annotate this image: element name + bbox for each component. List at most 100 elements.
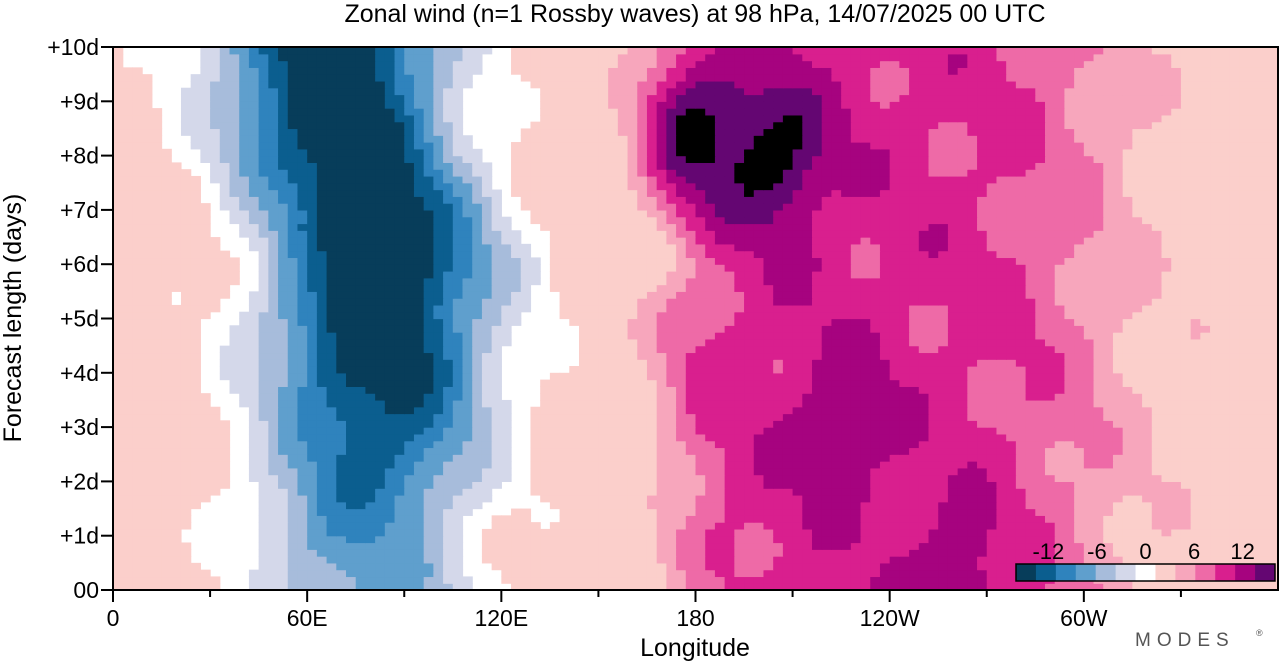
field-cell xyxy=(627,535,638,544)
field-cell xyxy=(860,399,871,408)
field-cell xyxy=(1035,304,1046,313)
field-cell xyxy=(1045,359,1056,367)
field-cell xyxy=(947,291,959,299)
field-cell xyxy=(1210,481,1221,489)
field-cell xyxy=(714,461,726,469)
field-cell xyxy=(142,372,153,381)
field-cell xyxy=(685,494,697,503)
field-cell xyxy=(511,535,522,544)
field-cell xyxy=(530,556,541,564)
field-cell xyxy=(724,474,735,482)
field-cell xyxy=(384,515,396,523)
field-cell xyxy=(714,508,726,516)
field-cell xyxy=(384,440,396,449)
field-cell xyxy=(219,447,231,455)
field-cell xyxy=(1200,311,1211,320)
field-cell xyxy=(1258,454,1269,462)
field-cell xyxy=(1035,461,1046,469)
field-cell xyxy=(918,535,930,544)
field-cell xyxy=(132,562,143,571)
field-cell xyxy=(977,501,988,510)
field-cell xyxy=(180,338,192,347)
field-cell xyxy=(1132,332,1143,340)
field-cell xyxy=(1025,304,1036,313)
field-cell xyxy=(646,345,658,354)
field-cell xyxy=(850,420,862,428)
field-cell xyxy=(151,318,163,326)
field-cell xyxy=(947,379,959,387)
field-cell xyxy=(1112,583,1124,590)
field-cell xyxy=(190,488,201,496)
field-cell xyxy=(151,359,163,367)
field-cell xyxy=(1093,399,1104,408)
field-cell xyxy=(792,583,803,590)
field-cell xyxy=(850,386,862,394)
field-cell xyxy=(200,298,211,306)
field-cell xyxy=(180,291,192,299)
field-cell xyxy=(1015,399,1027,408)
field-cell xyxy=(355,311,367,320)
field-cell xyxy=(142,379,153,387)
field-cell xyxy=(113,576,124,584)
field-cell xyxy=(287,427,299,435)
field-cell xyxy=(1151,515,1163,523)
field-cell xyxy=(142,488,153,496)
field-cell xyxy=(501,406,512,415)
field-cell xyxy=(938,467,949,476)
field-cell xyxy=(433,284,444,292)
field-cell xyxy=(142,535,153,544)
field-cell xyxy=(666,494,677,503)
field-cell xyxy=(1190,583,1201,590)
field-cell xyxy=(278,583,289,590)
field-cell xyxy=(1132,352,1143,360)
field-cell xyxy=(1025,406,1036,415)
field-cell xyxy=(695,359,706,367)
field-cell xyxy=(608,576,619,584)
field-cell xyxy=(472,454,483,462)
field-cell xyxy=(171,583,182,590)
field-cell xyxy=(588,284,600,292)
field-cell xyxy=(375,562,386,571)
field-cell xyxy=(899,583,910,590)
field-cell xyxy=(957,515,968,523)
field-cell xyxy=(617,542,629,550)
field-cell xyxy=(938,447,949,455)
field-cell xyxy=(346,535,357,544)
field-cell xyxy=(1268,413,1278,421)
field-cell xyxy=(617,366,629,374)
field-cell xyxy=(841,386,852,394)
field-cell xyxy=(656,542,667,550)
field-cell xyxy=(763,440,774,449)
field-cell xyxy=(850,406,862,415)
field-cell xyxy=(462,474,473,482)
field-cell xyxy=(938,515,949,523)
field-cell xyxy=(491,399,502,408)
field-cell xyxy=(705,372,716,381)
field-cell xyxy=(530,583,541,590)
field-cell xyxy=(617,298,629,306)
field-cell xyxy=(753,298,765,306)
field-cell xyxy=(1112,311,1124,320)
field-cell xyxy=(394,549,405,557)
field-cell xyxy=(394,488,405,496)
field-cell xyxy=(724,366,735,374)
field-cell xyxy=(569,488,580,496)
field-cell xyxy=(928,549,939,557)
field-cell xyxy=(569,454,580,462)
field-cell xyxy=(200,291,211,299)
field-cell xyxy=(122,576,134,584)
field-cell xyxy=(1035,338,1046,347)
field-cell xyxy=(821,399,833,408)
field-cell xyxy=(1132,298,1143,306)
field-cell xyxy=(792,291,803,299)
field-cell xyxy=(1122,379,1133,387)
field-cell xyxy=(413,562,425,571)
field-cell xyxy=(889,461,900,469)
field-cell xyxy=(190,304,201,313)
field-cell xyxy=(1064,454,1075,462)
field-cell xyxy=(773,583,784,590)
field-cell xyxy=(724,325,735,333)
field-cell xyxy=(171,515,182,523)
field-cell xyxy=(792,461,803,469)
field-cell xyxy=(1112,501,1124,510)
